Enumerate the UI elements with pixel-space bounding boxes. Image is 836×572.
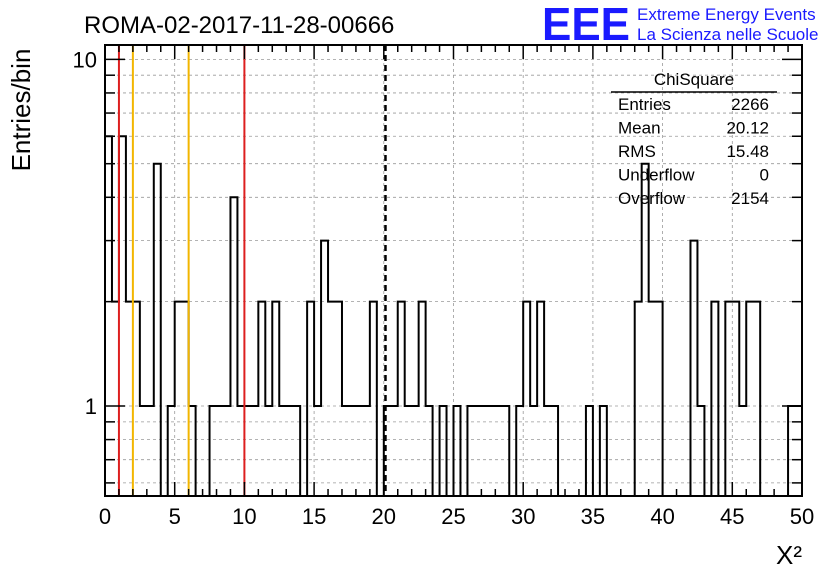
- x-tick-label: 35: [581, 504, 605, 529]
- stats-value: 2266: [731, 95, 769, 114]
- y-tick-label: 10: [73, 47, 97, 72]
- x-tick-label: 30: [511, 504, 535, 529]
- stats-rows: Entries 2266 Mean 20.12 RMS 15.48 Underflow 0 Ov…: [618, 95, 769, 208]
- stats-value: 15.48: [726, 142, 769, 161]
- x-tick-label: 10: [232, 504, 256, 529]
- y-axis-title: Entries/bin: [6, 49, 36, 172]
- stats-value: 20.12: [726, 119, 769, 138]
- y-tick-label: 1: [85, 394, 97, 419]
- x-tick-label: 15: [302, 504, 326, 529]
- logo-line-2: La Scienza nelle Scuole: [637, 25, 818, 44]
- stats-value: 2154: [731, 189, 769, 208]
- x-tick-label: 5: [169, 504, 181, 529]
- stats-label: Underflow: [618, 166, 695, 185]
- x-tick-label: 45: [720, 504, 744, 529]
- x-tick-label: 20: [372, 504, 396, 529]
- stats-label: Overflow: [618, 189, 686, 208]
- y-tick-labels: 1 10: [73, 47, 97, 419]
- x-tick-label: 40: [650, 504, 674, 529]
- stats-label: RMS: [618, 142, 656, 161]
- x-tick-label: 50: [790, 504, 814, 529]
- eee-logo-text: EEE: [542, 0, 630, 50]
- reference-lines: [117, 45, 387, 496]
- stats-box: ChiSquare Entries 2266 Mean 20.12 RMS 15.48 Un…: [611, 70, 777, 208]
- stats-value: 0: [760, 166, 769, 185]
- logo-line-1: Extreme Energy Events: [637, 5, 816, 24]
- x-tick-labels: 0 5 10 15 20 25 30 35 40 45 50: [99, 504, 814, 529]
- x-tick-label: 25: [441, 504, 465, 529]
- x-axis-title: X²: [776, 540, 802, 570]
- stats-label: Mean: [618, 119, 661, 138]
- stats-box-name: ChiSquare: [654, 70, 734, 89]
- stats-label: Entries: [618, 95, 671, 114]
- eee-logo: EEE Extreme Energy Events La Scienza nel…: [542, 0, 818, 50]
- x-tick-label: 0: [99, 504, 111, 529]
- chart-title: ROMA-02-2017-11-28-00666: [84, 12, 394, 39]
- axis-ticks: [104, 45, 803, 496]
